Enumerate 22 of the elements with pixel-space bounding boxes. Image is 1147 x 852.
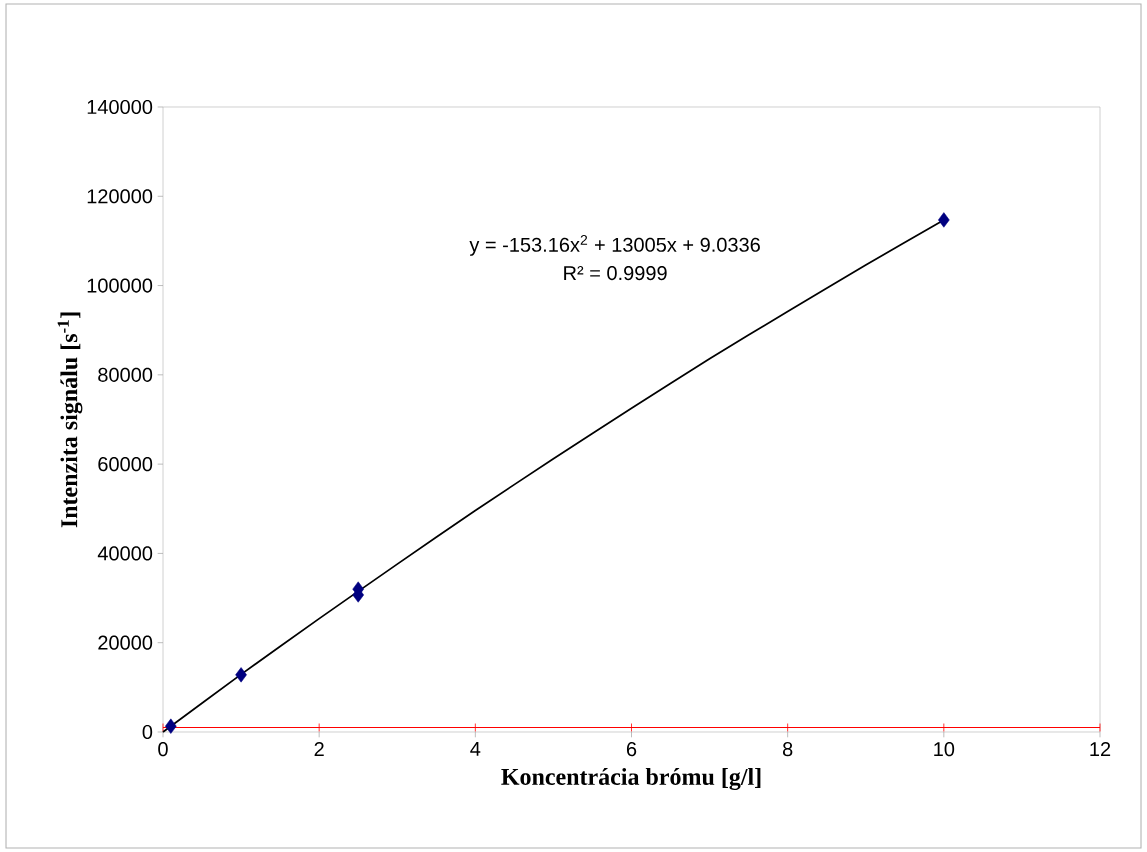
y-tick-label: 100000 [87, 278, 153, 293]
x-tick-label: 6 [626, 742, 637, 757]
x-tick-label: 2 [314, 742, 324, 756]
annotation: y = -153.16x$^{2}$ + 13005x + 9.0336 [469, 234, 760, 256]
point [938, 212, 950, 228]
y-tick-label: 60000 [98, 457, 153, 472]
y-tick-label: 80000 [98, 367, 153, 382]
y-tick-label: 40000 [97, 546, 153, 561]
x-tick-label: 8 [782, 742, 793, 757]
annotation: R² = 0.9999 [564, 265, 667, 281]
x-tick-label: 12 [1090, 742, 1111, 756]
y-tick-label: 120000 [87, 189, 153, 204]
point [165, 718, 177, 734]
point [235, 667, 247, 683]
x-tick-label: 0 [158, 742, 168, 757]
x-tick-label: 10 [934, 742, 955, 757]
y-tick-label: 20000 [98, 635, 153, 650]
x-tick-label: 4 [470, 742, 481, 756]
x-axis-title: Koncentrácia brómu [g/l] [501, 768, 761, 790]
y-tick-label: 140000 [87, 99, 153, 115]
y-axis-title: Intenzita signálu [s$^{-1}$] [57, 312, 83, 528]
y-tick-label: 0 [142, 724, 153, 740]
